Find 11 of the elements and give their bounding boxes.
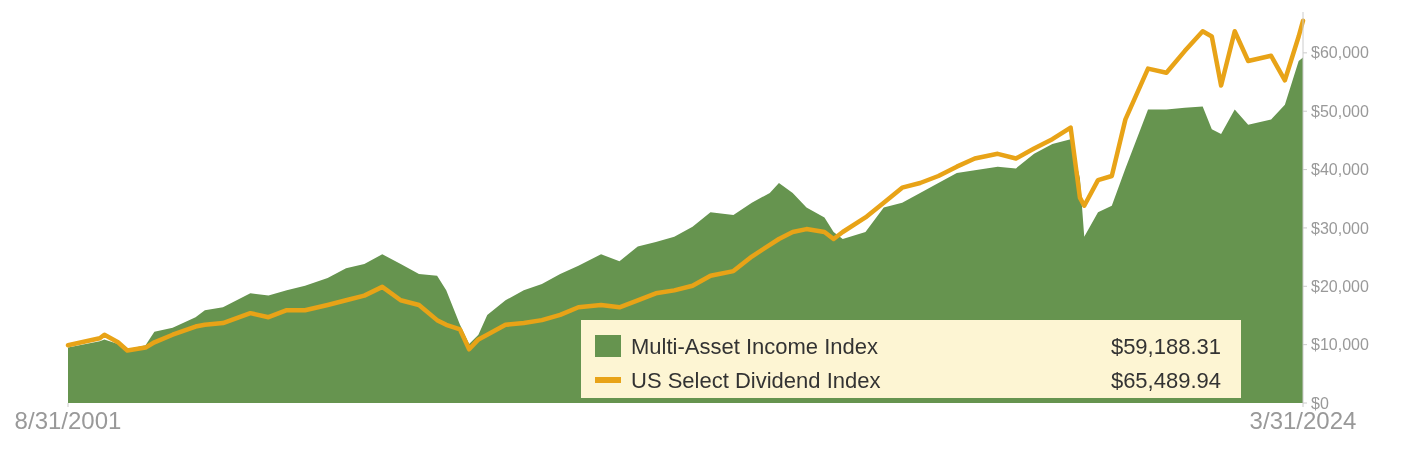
y-tick-label: $30,000: [1311, 219, 1369, 237]
y-tick-label: $50,000: [1311, 102, 1369, 120]
legend-label: Multi-Asset Income Index: [631, 333, 878, 359]
x-tick-label: 8/31/2001: [14, 407, 122, 434]
annotation: $59,188.31: [1110, 333, 1221, 359]
legend-label: US Select Dividend Index: [631, 367, 881, 393]
y-tick-label: $20,000: [1311, 277, 1369, 295]
y-tick-label: $60,000: [1311, 44, 1369, 62]
y-tick-label: $40,000: [1311, 161, 1369, 179]
annotation: $65,489.94: [1110, 367, 1221, 393]
y-tick-label: $10,000: [1311, 336, 1369, 354]
